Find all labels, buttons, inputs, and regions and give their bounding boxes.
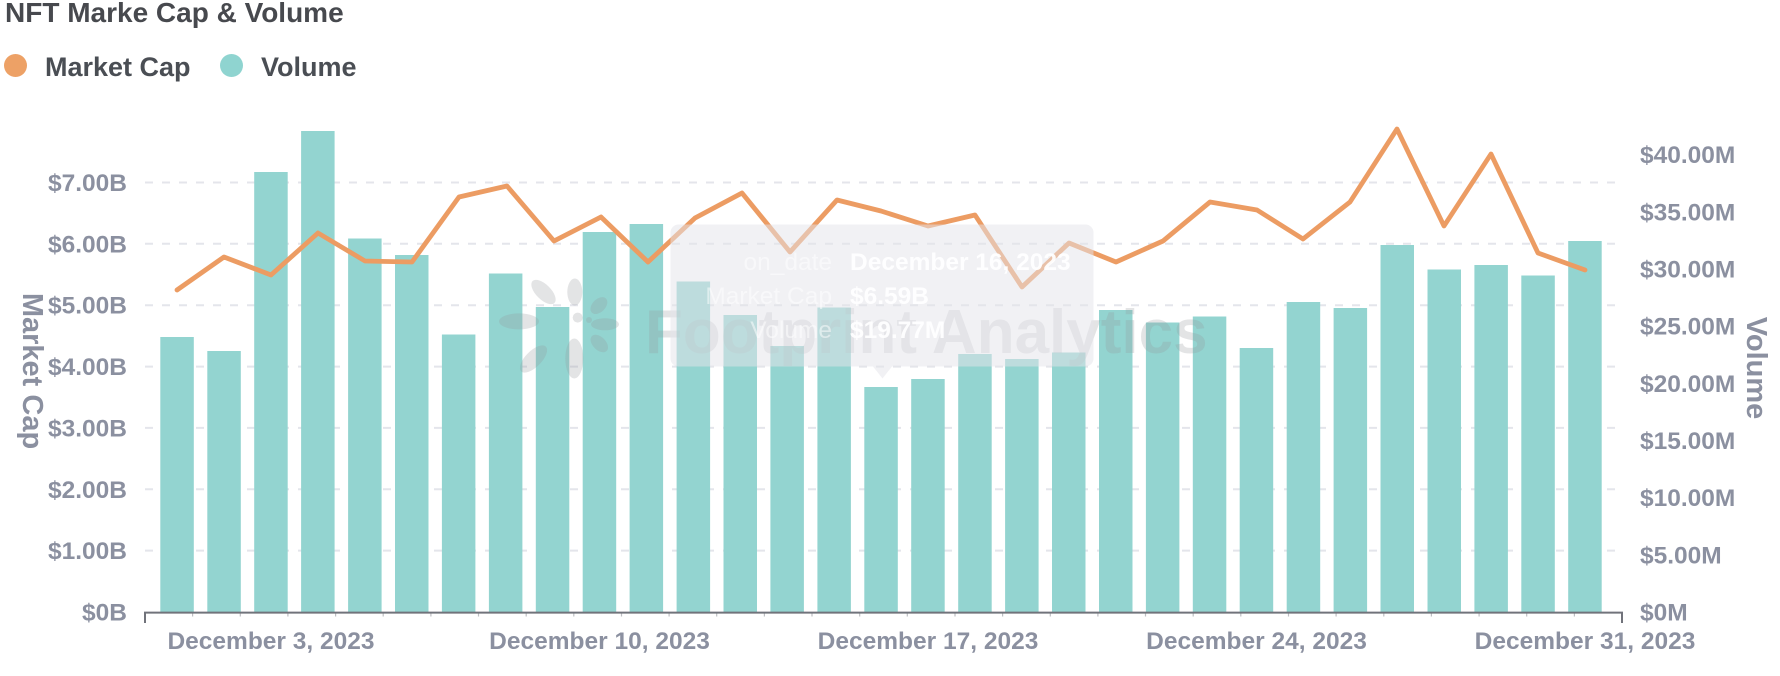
svg-text:Market Cap: Market Cap	[16, 293, 48, 449]
svg-text:$0B: $0B	[82, 600, 127, 627]
svg-text:$5.00M: $5.00M	[1640, 542, 1722, 569]
svg-text:$35.00M: $35.00M	[1640, 199, 1735, 226]
svg-text:Volume: Volume	[750, 317, 832, 344]
svg-text:Market Cap: Market Cap	[705, 283, 832, 310]
svg-text:Volume: Volume	[1740, 317, 1772, 420]
svg-text:$1.00B: $1.00B	[48, 538, 127, 565]
svg-text:$3.00B: $3.00B	[48, 415, 127, 442]
svg-text:December 31, 2023: December 31, 2023	[1475, 628, 1696, 655]
svg-text:$6.00B: $6.00B	[48, 231, 127, 258]
svg-text:December 24, 2023: December 24, 2023	[1146, 628, 1367, 655]
svg-text:$20.00M: $20.00M	[1640, 371, 1735, 398]
svg-text:$30.00M: $30.00M	[1640, 256, 1735, 283]
svg-text:$0M: $0M	[1640, 600, 1688, 627]
svg-text:$15.00M: $15.00M	[1640, 428, 1735, 455]
svg-text:$7.00B: $7.00B	[48, 170, 127, 197]
svg-text:on_date: on_date	[743, 249, 832, 276]
svg-text:December 17, 2023: December 17, 2023	[818, 628, 1039, 655]
svg-text:$40.00M: $40.00M	[1640, 142, 1735, 169]
svg-text:December 10, 2023: December 10, 2023	[489, 628, 710, 655]
svg-text:$25.00M: $25.00M	[1640, 314, 1735, 341]
svg-text:$19.77M: $19.77M	[850, 317, 945, 344]
svg-text:December 16, 2023: December 16, 2023	[850, 249, 1071, 276]
svg-text:December 3, 2023: December 3, 2023	[167, 628, 374, 655]
svg-text:$10.00M: $10.00M	[1640, 485, 1735, 512]
svg-text:$2.00B: $2.00B	[48, 477, 127, 504]
svg-text:$4.00B: $4.00B	[48, 354, 127, 381]
svg-text:$6.59B: $6.59B	[850, 283, 929, 310]
svg-text:$5.00B: $5.00B	[48, 293, 127, 320]
